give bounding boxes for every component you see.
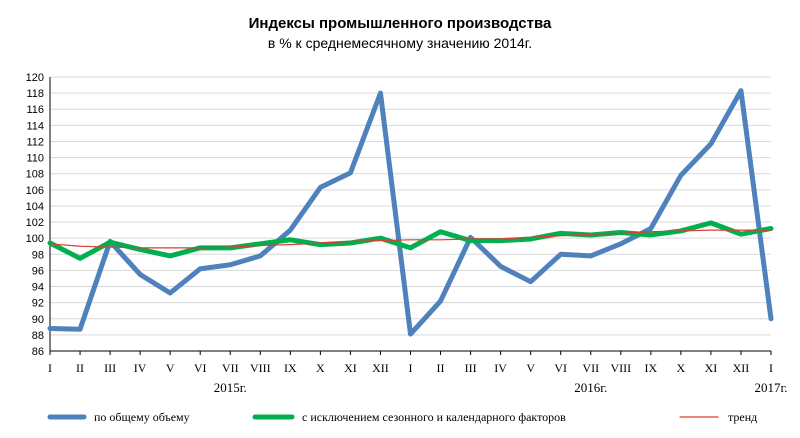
year-label: 2017г. bbox=[754, 380, 787, 395]
legend-label: с исключением сезонного и календарного ф… bbox=[302, 410, 566, 424]
legend-item-2: с исключением сезонного и календарного ф… bbox=[252, 410, 566, 424]
x-tick-label: VII bbox=[582, 361, 599, 375]
y-tick-label: 108 bbox=[26, 169, 44, 181]
y-tick-label: 112 bbox=[26, 136, 44, 148]
chart-title: Индексы промышленного производства bbox=[249, 15, 552, 32]
x-tick-label: XII bbox=[733, 361, 750, 375]
y-tick-label: 86 bbox=[32, 346, 44, 358]
x-tick-label: II bbox=[437, 361, 445, 375]
y-tick-label: 96 bbox=[32, 265, 44, 277]
x-tick-label: V bbox=[166, 361, 175, 375]
y-tick-label: 114 bbox=[26, 120, 44, 132]
y-tick-label: 120 bbox=[26, 72, 44, 84]
x-tick-label: VI bbox=[194, 361, 207, 375]
y-tick-label: 94 bbox=[32, 282, 44, 294]
year-label: 2016г. bbox=[574, 380, 607, 395]
y-tick-labels: 86 88 90 92 94 96 98 100 102 104 106 108 110 112 114 11… bbox=[26, 72, 44, 358]
x-tick-label: IV bbox=[494, 361, 507, 375]
y-tick-label: 106 bbox=[26, 185, 44, 197]
x-tick-label: VIII bbox=[250, 361, 271, 375]
legend: по общему объему с исключением сезонного … bbox=[47, 410, 757, 424]
y-tick-label: 104 bbox=[26, 201, 44, 213]
x-tick-label: VII bbox=[222, 361, 239, 375]
year-label: 2015г. bbox=[214, 380, 247, 395]
x-tick-label: X bbox=[677, 361, 686, 375]
series-line-1 bbox=[47, 88, 774, 337]
x-tick-label: I bbox=[769, 361, 773, 375]
x-tick-label: III bbox=[104, 361, 116, 375]
x-tick-label: V bbox=[526, 361, 535, 375]
x-tick-label: II bbox=[76, 361, 84, 375]
y-tick-label: 98 bbox=[32, 249, 44, 261]
legend-item-1: по общему объему bbox=[47, 410, 190, 424]
y-tick-label: 116 bbox=[26, 104, 44, 116]
legend-label: тренд bbox=[728, 410, 757, 424]
y-tick-label: 100 bbox=[26, 233, 44, 245]
x-tick-label: XII bbox=[372, 361, 389, 375]
x-tick-labels: I II III IV V VI VII VIII IX X XI XII I II III IV V VI VII… bbox=[48, 361, 773, 375]
legend-label: по общему объему bbox=[94, 410, 190, 424]
x-tick-label: IV bbox=[134, 361, 147, 375]
x-tick-label: VIII bbox=[610, 361, 631, 375]
x-tick-label: IX bbox=[284, 361, 297, 375]
series-line-3 bbox=[49, 229, 772, 249]
y-tick-label: 90 bbox=[32, 314, 44, 326]
x-tick-label: XI bbox=[705, 361, 718, 375]
series-line-2 bbox=[47, 220, 774, 261]
x-tick-label: X bbox=[316, 361, 325, 375]
year-labels: 2015г. 2016г. 2017г. bbox=[214, 380, 788, 395]
x-tick-label: III bbox=[465, 361, 477, 375]
x-tick-label: IX bbox=[644, 361, 657, 375]
series-lines bbox=[47, 88, 774, 337]
y-tick-label: 110 bbox=[26, 153, 44, 165]
x-tick-label: XI bbox=[344, 361, 357, 375]
y-tick-label: 88 bbox=[32, 330, 44, 342]
y-tick-label: 102 bbox=[26, 217, 44, 229]
y-tick-label: 92 bbox=[32, 298, 44, 310]
gridlines bbox=[50, 76, 771, 352]
x-tick-label: I bbox=[409, 361, 413, 375]
x-tick-label: I bbox=[48, 361, 52, 375]
axes bbox=[49, 77, 772, 355]
x-tick-label: VI bbox=[554, 361, 567, 375]
legend-item-3: тренд bbox=[679, 410, 757, 424]
y-tick-label: 118 bbox=[26, 88, 44, 100]
chart-subtitle: в % к среднемесячному значению 2014г. bbox=[268, 35, 532, 51]
